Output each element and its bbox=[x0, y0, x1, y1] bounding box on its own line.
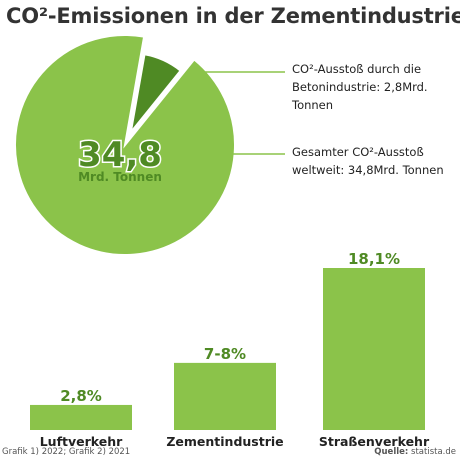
bar-category-label-1: Zementindustrie bbox=[166, 434, 283, 449]
source-credit: Quelle: statista.de bbox=[374, 447, 456, 457]
pie-slice-total bbox=[14, 34, 236, 256]
bar-0 bbox=[30, 404, 132, 430]
bar-value-label-2: 18,1% bbox=[348, 250, 400, 268]
bar-1 bbox=[174, 362, 276, 430]
pie-chart: 34,8Mrd. Tonnen bbox=[14, 34, 285, 256]
pie-center-unit: Mrd. Tonnen bbox=[78, 170, 162, 184]
pie-annotation-total: Gesamter CO²-Ausstoß weltweit: 34,8Mrd. … bbox=[292, 145, 444, 177]
bar-value-label-1: 7-8% bbox=[204, 345, 246, 363]
source-value: statista.de bbox=[411, 447, 456, 457]
pie-center-value: 34,8 bbox=[78, 135, 162, 175]
pie-slice-concrete bbox=[129, 53, 183, 136]
chart-title: CO²-Emissionen in der Zementindustrie bbox=[6, 4, 460, 28]
footnote: Grafik 1) 2022; Grafik 2) 2021 bbox=[2, 447, 131, 457]
bar-value-label-0: 2,8% bbox=[60, 387, 102, 405]
bar-category-label-2: Straßenverkehr bbox=[319, 434, 430, 449]
source-label: Quelle: bbox=[374, 447, 409, 457]
bar-category-label-0: Luftverkehr bbox=[40, 434, 123, 449]
pie-annotation-concrete: CO²-Ausstoß durch die Betonindustrie: 2,… bbox=[292, 62, 428, 112]
bar-chart: 2,8% Luftverkehr 7-8% Zementindustrie 18,1% S… bbox=[30, 250, 430, 449]
bar-2 bbox=[323, 268, 425, 430]
